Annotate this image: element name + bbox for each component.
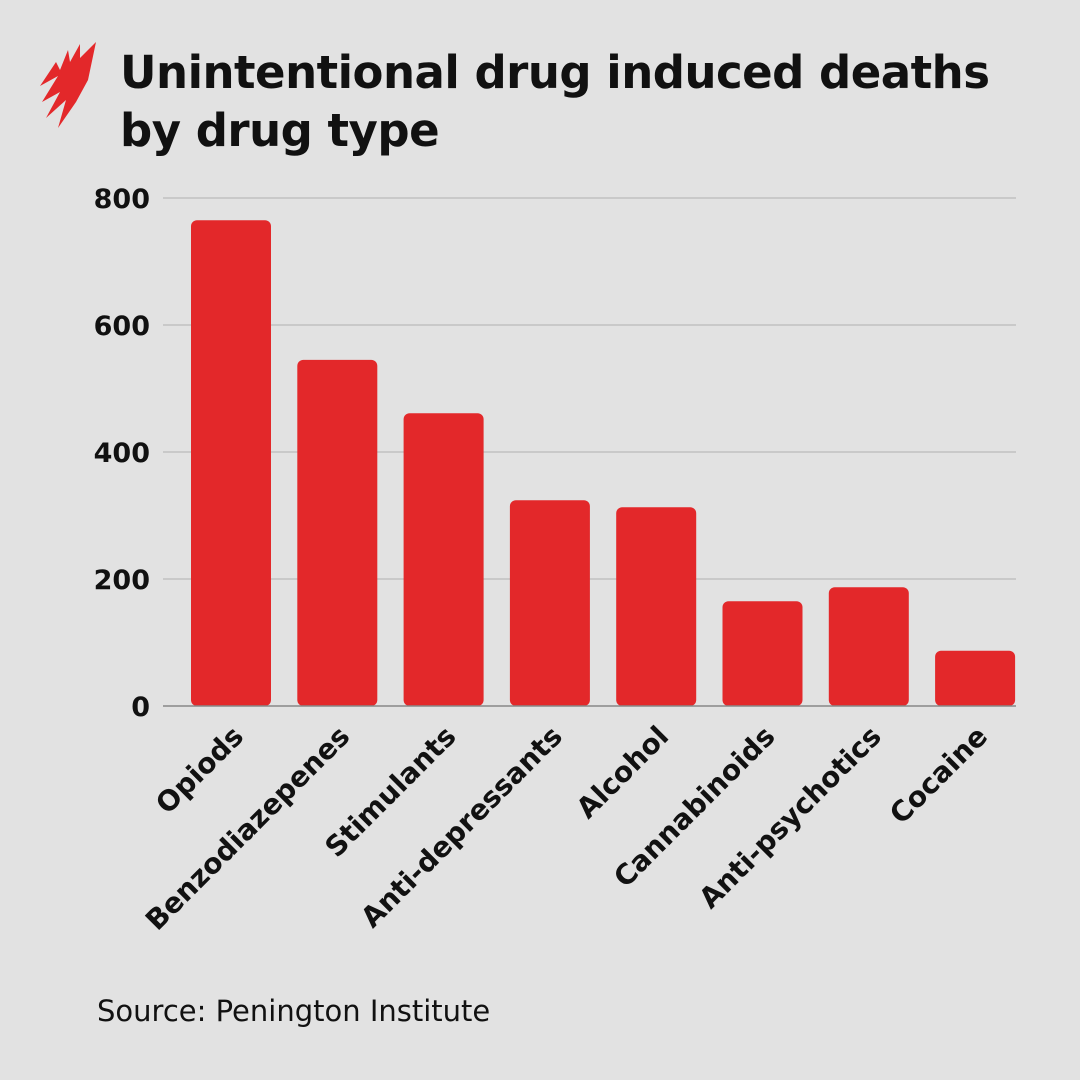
chart-title: Unintentional drug induced deaths by dru… xyxy=(120,46,990,157)
y-tick-label: 600 xyxy=(94,311,150,342)
bar-stimulants xyxy=(403,413,484,706)
x-tick-label: Anti-depressants xyxy=(354,720,568,934)
bar-opiods xyxy=(191,220,271,706)
bar-anti-depressants xyxy=(509,500,590,706)
x-tick-label: Cocaine xyxy=(883,720,994,831)
x-tick-label: Alcohol xyxy=(570,720,675,825)
y-tick-label: 200 xyxy=(94,565,150,596)
bar-cocaine xyxy=(935,650,1016,706)
bar-cannabinoids xyxy=(722,601,803,706)
sbs-logo xyxy=(40,42,96,128)
x-tick-label: Benzodiazepenes xyxy=(139,720,356,937)
x-tick-label: Anti-psychotics xyxy=(692,720,887,915)
y-tick-label: 0 xyxy=(131,692,150,723)
bar-alcohol xyxy=(616,507,697,706)
y-tick-label: 400 xyxy=(94,438,150,469)
bar-anti-psychotics xyxy=(828,587,909,706)
x-tick-label: Opiods xyxy=(149,720,250,821)
y-tick-label: 800 xyxy=(94,184,150,215)
source-note: Source: Penington Institute xyxy=(97,994,491,1028)
bar-benzodiazepenes xyxy=(297,359,378,706)
bar-chart: 0200400600800OpiodsBenzodiazepenesStimul… xyxy=(94,184,1016,937)
